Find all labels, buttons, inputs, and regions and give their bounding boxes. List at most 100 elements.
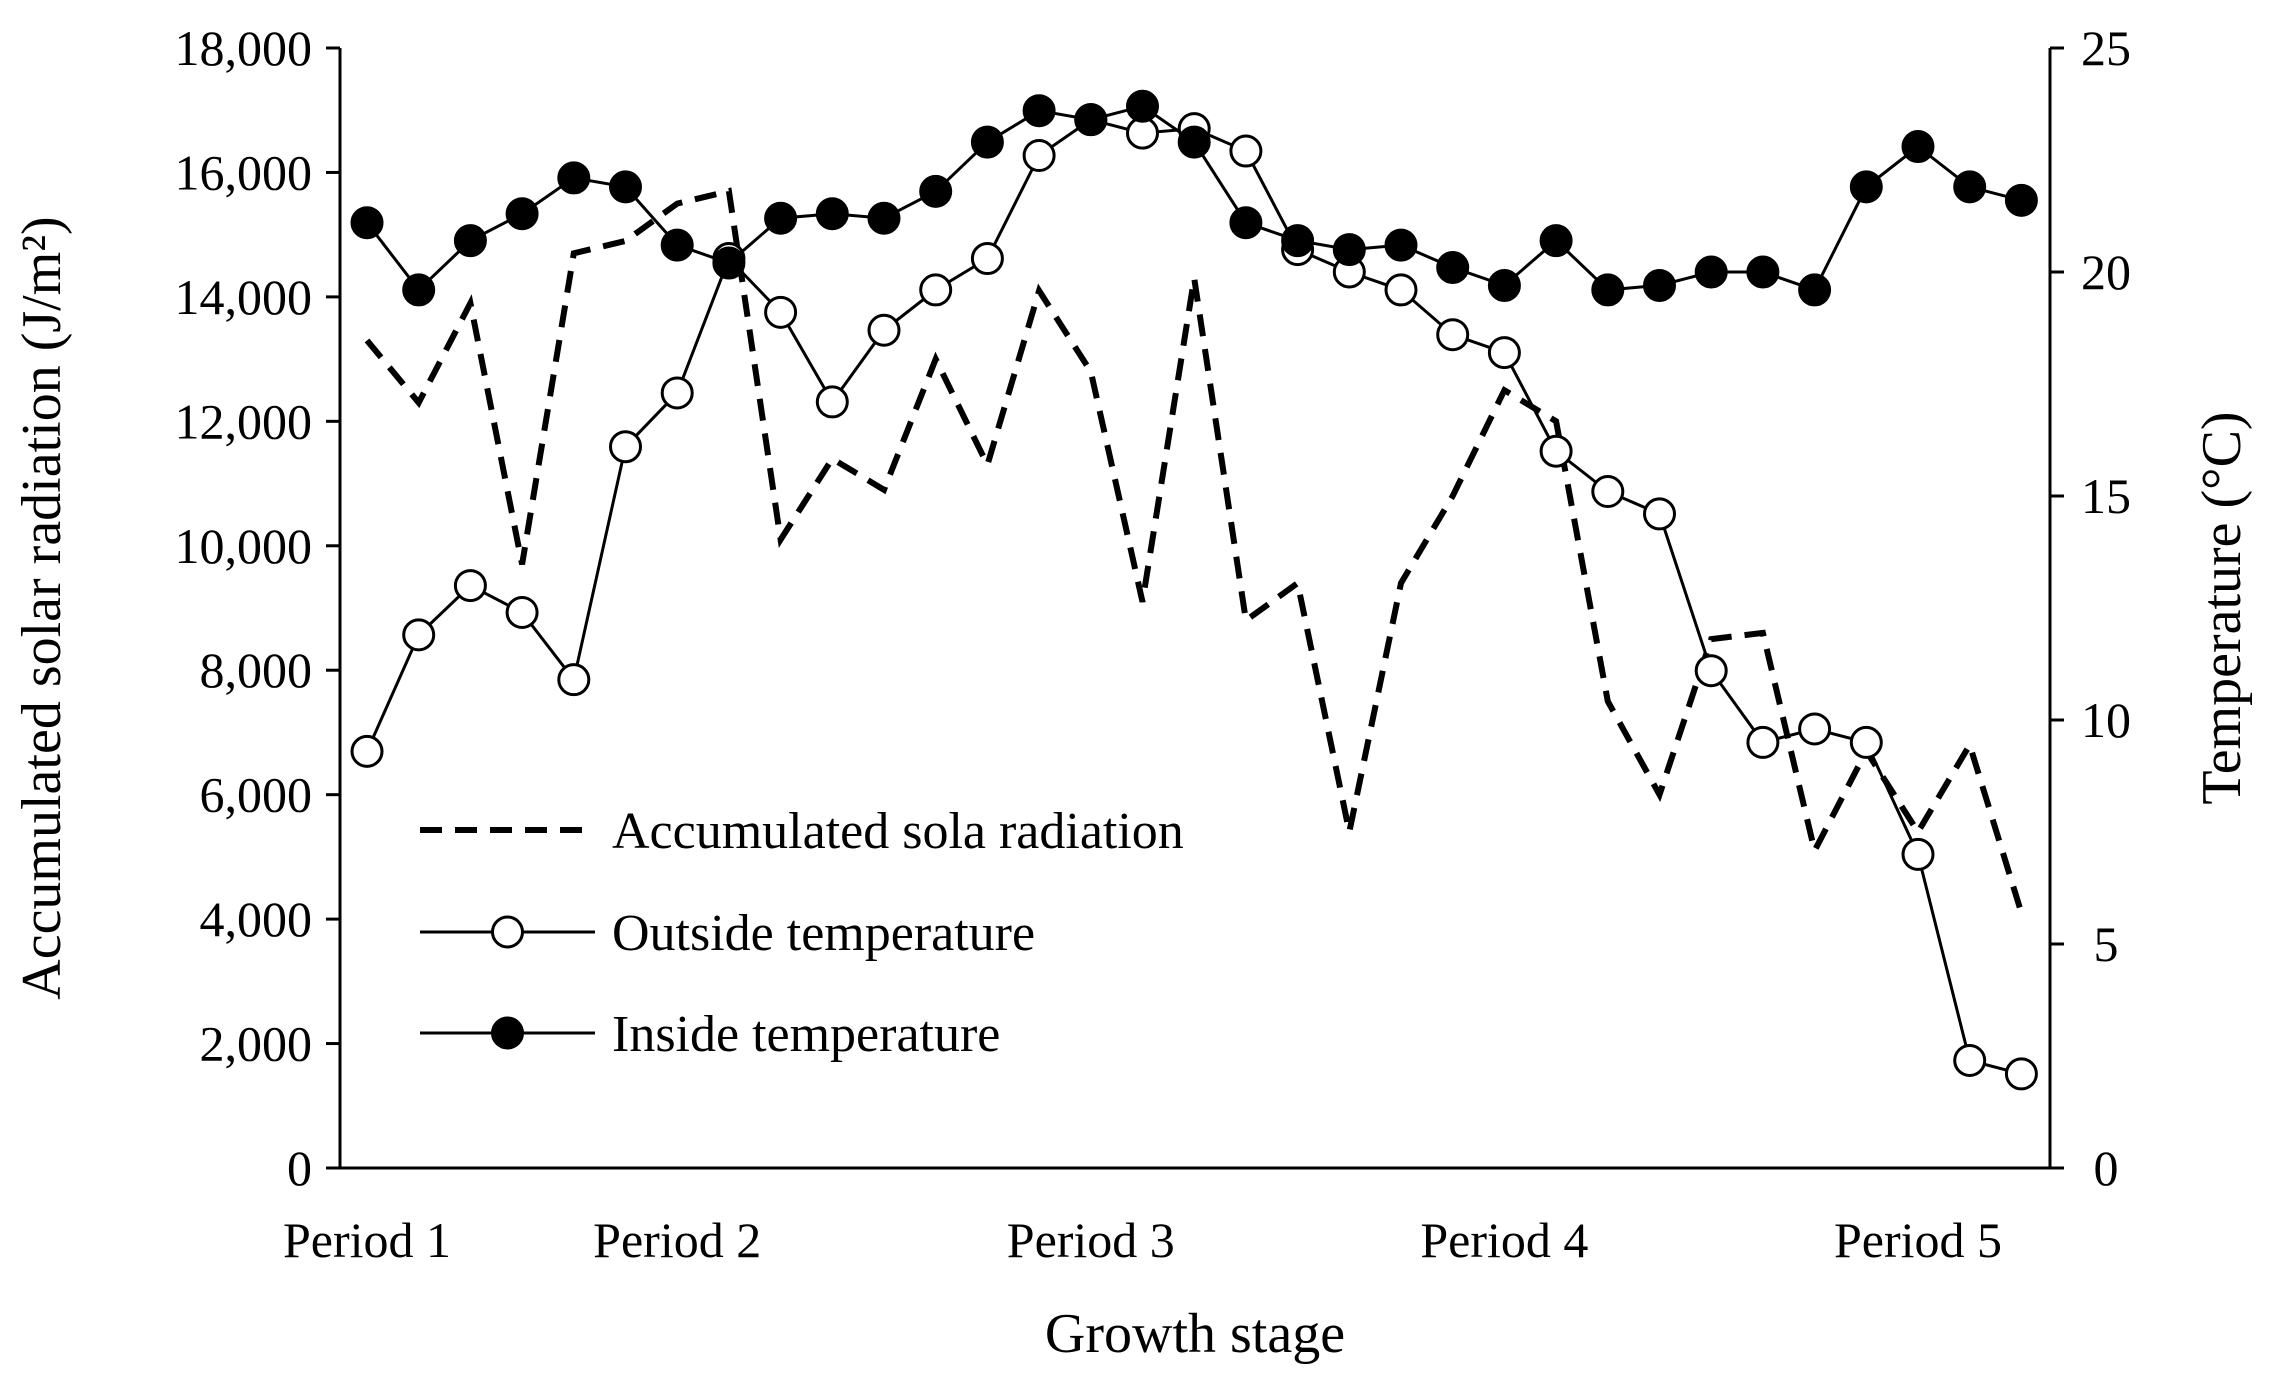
inside-temperature-point — [2004, 183, 2038, 217]
left-axis-title: Accumulated solar radiation (J/m²) — [11, 216, 73, 999]
outside-temperature-point — [1746, 725, 1780, 759]
inside-temperature-point — [557, 161, 591, 195]
inside-temperature-point — [919, 174, 953, 208]
outside-temperature-point — [402, 618, 436, 652]
x-period-label: Period 1 — [283, 1212, 451, 1268]
outside-temperature-point — [660, 376, 694, 410]
inside-temperature-point — [712, 246, 746, 280]
right-tick-label: 5 — [2094, 916, 2119, 972]
inside-temperature-point — [1177, 125, 1211, 159]
inside-temperature-point — [815, 197, 849, 231]
outside-temperature-point — [453, 569, 487, 603]
outside-temperature-point — [919, 273, 953, 307]
outside-temperature-point — [1591, 475, 1625, 509]
x-axis-title: Growth stage — [1045, 1303, 1345, 1365]
inside-temperature-point — [1643, 268, 1676, 302]
inside-temperature-point — [1591, 273, 1625, 307]
outside-temperature-point — [350, 734, 384, 768]
outside-temperature-point — [970, 242, 1004, 276]
solar-radiation-series — [364, 187, 2025, 914]
inside-temperature-point — [1126, 89, 1159, 123]
inside-temperature-point — [402, 273, 436, 307]
inside-temperature-point — [505, 197, 539, 231]
legend-swatch-marker — [491, 1016, 524, 1050]
inside-temperature-point — [453, 224, 487, 258]
outside-temperature-point — [1539, 434, 1573, 468]
outside-temperature-point — [609, 430, 642, 464]
axes: 0 2,000 4,000 6,000 8,000 10,000 12,000 14,000 1… — [11, 20, 2253, 1365]
inside-temperature-point — [1332, 233, 1366, 267]
left-tick-label: 14,000 — [175, 269, 313, 325]
left-tick-label: 12,000 — [175, 393, 313, 449]
left-tick-label: 10,000 — [175, 518, 313, 574]
outside-temperature-point — [1798, 712, 1832, 746]
x-period-label: Period 3 — [1007, 1212, 1175, 1268]
inside-temperature-point — [1539, 224, 1573, 258]
inside-temperature-point — [1022, 94, 1056, 128]
inside-temperature-point — [1694, 255, 1728, 289]
outside-temperature-point — [1229, 134, 1263, 168]
outside-temperature-point — [1022, 139, 1056, 173]
left-tick-label: 0 — [287, 1140, 312, 1196]
x-period-label: Period 2 — [593, 1212, 761, 1268]
legend: Accumulated sola radiation Outside temper… — [420, 803, 1184, 1063]
outside-temperature-point — [764, 295, 798, 329]
x-period-label: Period 5 — [1834, 1212, 2002, 1268]
inside-temperature-point — [1384, 228, 1418, 262]
inside-temperature-point — [1436, 251, 1470, 285]
solar-radiation-line — [364, 187, 2025, 914]
outside-temperature-series — [350, 103, 2038, 1091]
inside-temperature-point — [350, 206, 384, 240]
legend-label: Outside temperature — [612, 905, 1035, 962]
left-tick-label: 16,000 — [175, 144, 313, 200]
outside-temperature-point — [815, 385, 849, 419]
legend-label: Inside temperature — [612, 1006, 1000, 1063]
inside-temperature-point — [1229, 206, 1263, 240]
inside-temperature-series — [350, 89, 2038, 307]
outside-temperature-point — [557, 663, 591, 697]
inside-temperature-point — [1746, 255, 1780, 289]
right-tick-label: 15 — [2081, 468, 2131, 524]
x-period-label: Period 4 — [1420, 1212, 1588, 1268]
inside-temperature-point — [1487, 268, 1521, 302]
legend-swatch-marker — [491, 915, 524, 949]
outside-temperature-point — [1694, 654, 1728, 688]
outside-temperature-point — [1487, 336, 1521, 370]
left-tick-label: 8,000 — [200, 642, 313, 698]
left-tick-label: 2,000 — [200, 1016, 313, 1072]
outside-temperature-point — [867, 313, 901, 347]
inside-temperature-point — [1901, 130, 1935, 164]
inside-temperature-point — [764, 201, 798, 235]
legend-item-solar-radiation: Accumulated sola radiation — [420, 803, 1184, 860]
right-tick-label: 20 — [2081, 244, 2131, 300]
outside-temperature-point — [1384, 273, 1418, 307]
inside-temperature-point — [970, 125, 1004, 159]
right-tick-label: 25 — [2081, 20, 2131, 76]
inside-temperature-point — [1953, 170, 1987, 204]
inside-temperature-point — [1281, 224, 1315, 258]
right-tick-label: 10 — [2081, 692, 2131, 748]
outside-temperature-point — [1849, 725, 1883, 759]
inside-temperature-point — [1074, 103, 1108, 137]
outside-temperature-point — [1901, 837, 1935, 871]
inside-temperature-point — [1798, 273, 1832, 307]
left-tick-label: 4,000 — [200, 891, 313, 947]
inside-temperature-point — [609, 170, 642, 204]
outside-temperature-point — [1643, 497, 1676, 531]
legend-item-outside-temperature: Outside temperature — [420, 905, 1035, 962]
series-layer — [350, 89, 2038, 1091]
outside-temperature-point — [1953, 1043, 1987, 1077]
outside-temperature-point — [505, 595, 539, 629]
outside-temperature-point — [2004, 1057, 2038, 1091]
inside-temperature-point — [1849, 170, 1883, 204]
right-axis-title: Temperature (°C) — [2191, 411, 2253, 804]
outside-temperature-point — [1436, 318, 1470, 352]
inside-temperature-point — [660, 228, 694, 262]
inside-temperature-point — [867, 201, 901, 235]
left-tick-label: 6,000 — [200, 767, 313, 823]
legend-label: Accumulated sola radiation — [612, 803, 1184, 860]
right-tick-label: 0 — [2094, 1140, 2119, 1196]
left-tick-label: 18,000 — [175, 20, 313, 76]
